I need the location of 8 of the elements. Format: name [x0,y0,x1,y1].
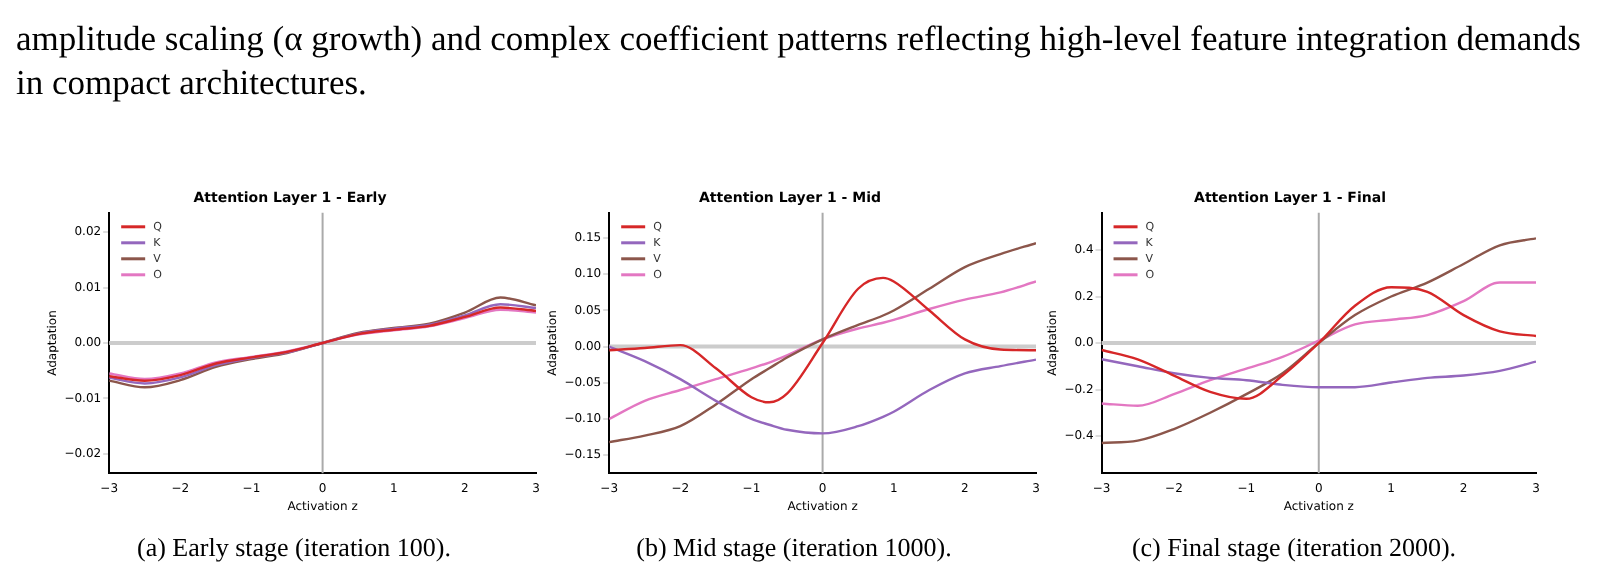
line-series [609,241,1036,444]
line-series [1101,237,1536,445]
text: (a) Early stage (iteration 100). [136,532,451,564]
text: (c) Final stage (iteration 2000). [1131,532,1457,564]
text: amplitude scaling (α growth) and complex coefficient patterns reflecting high-level feature integration demands in compact architectures. [16,16,1583,104]
line-series [1101,358,1536,389]
text: (b) Mid stage (iteration 1000). [636,532,952,564]
line-series [609,345,1036,435]
